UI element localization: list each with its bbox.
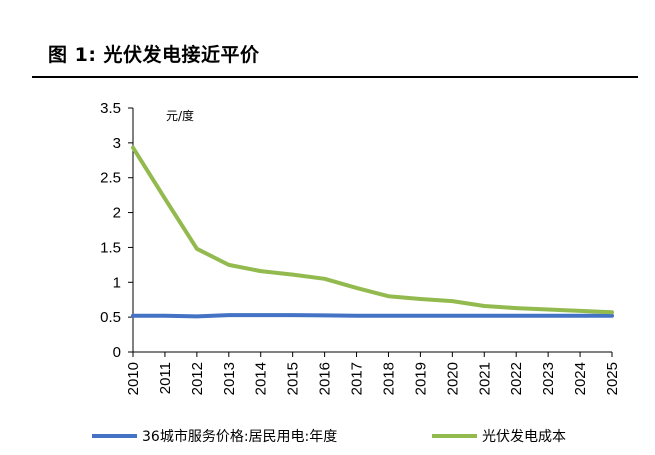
y-tick-label: 3 xyxy=(113,135,121,152)
series-line-0 xyxy=(131,313,614,319)
y-tick-label: 1.5 xyxy=(100,239,121,256)
y-tick-label: 0.5 xyxy=(100,309,121,326)
series-line-1 xyxy=(131,145,614,315)
y-unit-label: 元/度 xyxy=(166,108,194,123)
y-tick-label: 3.5 xyxy=(100,100,121,117)
x-tick-label: 2020 xyxy=(444,362,461,395)
x-tick-label: 2019 xyxy=(412,362,429,395)
y-ticks: 0 0.5 1 1.5 2 2.5 3 3.5 xyxy=(100,100,133,361)
series-lines xyxy=(131,145,614,319)
x-tick-label: 2024 xyxy=(572,362,589,395)
y-tick-label: 2 xyxy=(113,205,121,222)
x-tick-label: 2014 xyxy=(253,362,270,395)
y-tick-label: 0 xyxy=(113,344,121,361)
x-tick-label: 2011 xyxy=(157,362,174,394)
legend: 36城市服务价格:居民用电:年度 光伏发电成本 xyxy=(92,428,566,445)
x-tick-label: 2025 xyxy=(604,362,621,395)
y-tick-label: 2.5 xyxy=(100,170,121,187)
x-ticks: 2010 2011 2012 2013 2014 2015 2016 2017 2018 2019… xyxy=(125,352,621,395)
figure-title: 图 1: 光伏发电接近平价 xyxy=(48,44,260,66)
x-tick-label: 2021 xyxy=(476,362,493,395)
x-tick-label: 2015 xyxy=(285,362,302,395)
x-tick-label: 2013 xyxy=(221,362,238,395)
x-tick-label: 2022 xyxy=(508,362,525,395)
x-tick-label: 2010 xyxy=(125,362,142,395)
y-tick-label: 1 xyxy=(113,274,121,291)
title-rule xyxy=(32,76,638,78)
legend-label-1: 光伏发电成本 xyxy=(482,429,566,445)
x-tick-label: 2017 xyxy=(349,362,366,395)
x-tick-label: 2016 xyxy=(317,362,334,395)
legend-label-0: 36城市服务价格:居民用电:年度 xyxy=(142,428,337,445)
x-tick-label: 2018 xyxy=(380,362,397,395)
x-tick-label: 2012 xyxy=(189,362,206,395)
x-tick-label: 2023 xyxy=(540,362,557,395)
